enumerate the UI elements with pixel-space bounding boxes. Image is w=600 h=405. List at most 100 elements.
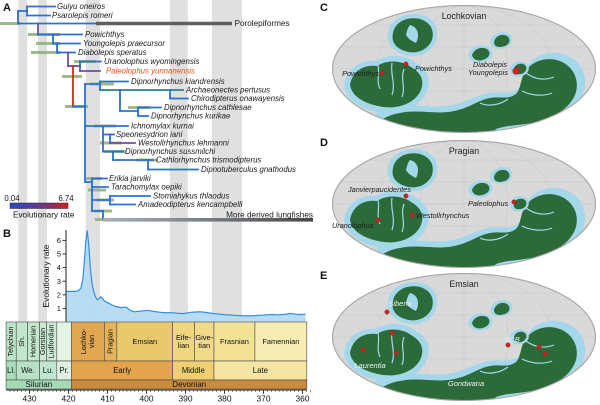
fossil-locality-dot: [403, 61, 409, 67]
taxon-label: Diabolepis speratus: [78, 48, 147, 57]
time-tick-label: 370: [257, 394, 271, 404]
stage-cell: [56, 321, 72, 362]
map-locality-label: Westollrhynchus: [416, 211, 470, 220]
panel-letter-d: D: [320, 137, 328, 149]
rate-y-tick-label: 6: [57, 236, 61, 245]
stage-label: Gorstian: [38, 328, 47, 355]
time-tick-label: 400: [140, 394, 154, 404]
stage-label: Emsian: [132, 337, 157, 346]
highlight-band: [38, 0, 48, 322]
fossil-locality-dot: [393, 350, 399, 356]
taxon-label: Erikia jarviki: [109, 174, 151, 183]
map-lochkovian: Lochkovian Powichthys Powichthys Diabolepis…: [330, 3, 598, 135]
rate-y-tick-label: 1: [57, 304, 61, 313]
hpd-bar: [31, 51, 60, 54]
taxon-label: Stomiahykus thlaodus: [153, 192, 229, 201]
taxon-label: Speonesydrion iani: [116, 130, 183, 139]
map-locality-label: Laurentia: [354, 361, 385, 370]
legend-label: Evolutionary rate: [13, 211, 75, 220]
more-derived-lungfishes-branch: [103, 218, 313, 222]
fossil-locality-dot: [409, 212, 415, 218]
evolutionary-rate-legend: 0.04 6.74 Evolutionary rate: [4, 194, 74, 220]
hpd-bar: [62, 75, 82, 78]
taxon-label: Ichnomylax kurnai: [131, 122, 194, 131]
tree-branches: [17, 5, 199, 221]
stage-cell: [71, 321, 105, 362]
taxon-label: Westollrhynchus lehmanni: [138, 139, 229, 148]
map-title: Emsian: [449, 279, 478, 289]
fossil-locality-dot: [536, 344, 542, 350]
stage-label: vian: [87, 335, 96, 348]
rate-y-tick-label: 3: [57, 277, 61, 286]
fossil-locality-dot: [375, 217, 381, 223]
map-locality-label: Youngolepis: [468, 68, 508, 77]
stage-label: Give-tian: [195, 333, 213, 350]
map-locality-label: SCB: [504, 335, 519, 344]
evolutionary-rate-plot: 1 2 3 4 5 6 Evolutionary rate: [41, 230, 306, 322]
rate-curve-area: [66, 230, 306, 322]
taxon-label: Youngolepis praecursor: [83, 39, 165, 48]
highlight-band: [85, 0, 101, 322]
map-lochkovian-overlay: Lochkovian Powichthys Powichthys Diabolepis…: [342, 11, 520, 78]
time-tick-label: 360: [296, 394, 310, 404]
taxon-label: Archaeonectes pertusus: [185, 86, 270, 95]
taxon-label: Powichthys: [85, 30, 125, 39]
taxon-label: Dipnorhynchus kurikae: [151, 112, 231, 121]
stage-label: Eife-lian: [176, 333, 192, 350]
taxon-label: Uranolophus wyomingensis: [104, 57, 199, 66]
panel-letter-c: C: [320, 2, 328, 14]
highlight-band: [169, 0, 188, 322]
taxon-label: Guiyu oneiros: [57, 2, 105, 11]
map-locality-label: Gondwana: [448, 379, 484, 388]
stage-cell: [116, 321, 173, 362]
epoch-label: Middle: [182, 366, 205, 375]
epoch-label: Early: [113, 366, 131, 375]
legend-gradient-bar: [9, 202, 69, 209]
rate-y-axis-label: Evolutionary rate: [41, 244, 51, 307]
rate-curve-line: [66, 230, 306, 317]
map-locality-label: Uranolophus: [332, 221, 374, 230]
epoch-label: Lu.: [43, 366, 54, 375]
taxon-label: Amadeodipterus kencampbelli: [137, 200, 243, 209]
taxon-label: Cathlorhynchus trismodipterus: [156, 156, 261, 165]
panel-letter-e: E: [320, 270, 328, 282]
highlight-band: [212, 0, 243, 322]
time-tick-label: 380: [218, 394, 232, 404]
epoch-label: We.: [21, 366, 35, 375]
stage-label: Lochko-: [79, 328, 88, 354]
panel-letter-a: A: [3, 2, 11, 14]
period-cell: [71, 379, 308, 390]
stage-label: Sh.: [17, 336, 26, 347]
legend-max: 6.74: [58, 194, 74, 203]
map-locality-label: Diabolepis: [473, 60, 507, 69]
event-highlight-bands: [18, 0, 243, 322]
fossil-locality-dot: [389, 330, 395, 336]
time-tick-label: 430: [23, 394, 37, 404]
map-title: Pragian: [449, 146, 479, 156]
taxon-label: Paleolophus yunnanensis: [106, 67, 195, 76]
stage-cell: [254, 321, 308, 362]
fossil-locality-dot: [512, 67, 520, 75]
hpd-bar: [36, 42, 60, 45]
map-title: Lochkovian: [442, 11, 487, 21]
stage-label: Homerian: [29, 326, 38, 357]
rate-y-tick-label: 4: [57, 263, 61, 272]
hpd-bar: [90, 82, 114, 86]
stage-label: Frasnian: [220, 337, 249, 346]
time-tick-label: 390: [179, 394, 193, 404]
stage-label: Famennian: [262, 337, 299, 346]
rate-y-tick-label: 2: [57, 290, 61, 299]
fossil-locality-dot: [505, 342, 511, 348]
map-locality-label: Powichthys: [342, 69, 379, 78]
fossil-locality-dot: [403, 193, 409, 199]
fossil-locality-dot: [360, 347, 366, 353]
taxon-label: Psarolepis romeri: [52, 11, 113, 20]
legend-min: 0.04: [4, 194, 20, 203]
rate-y-ticks: 1 2 3 4 5 6: [57, 236, 66, 313]
hpd-bar: [88, 188, 106, 192]
map-emsian: Emsian Siberia Laurentia SCB Gondwana: [330, 271, 598, 403]
taxon-label: Dipnorhynchus kiandrensis: [131, 77, 225, 86]
map-pragian-overlay: Pragian Janvierpaucidentes Uranolophus West…: [332, 146, 517, 230]
taxon-label: More derived lungfishes: [226, 211, 313, 220]
taxon-label: Dipnorhynchus sussmilchi: [125, 147, 215, 156]
